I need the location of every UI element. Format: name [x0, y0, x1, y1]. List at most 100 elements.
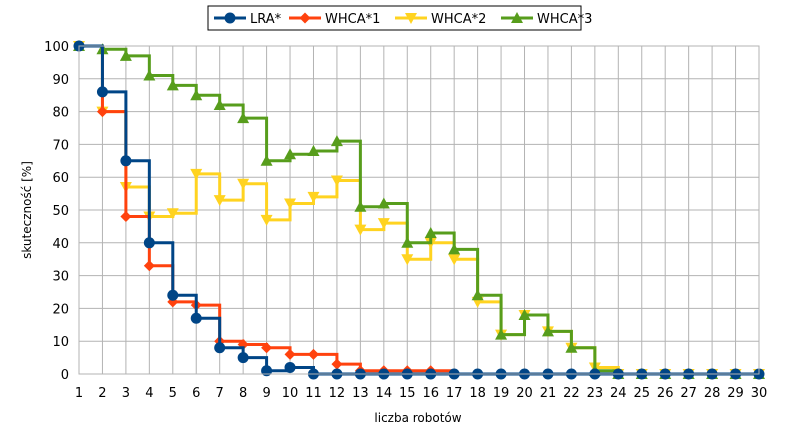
data-point: [354, 200, 367, 212]
x-tick-label: 10: [282, 386, 299, 401]
data-point: [401, 236, 414, 248]
data-point: [190, 168, 203, 180]
axes: [78, 45, 760, 375]
x-tick-label: 15: [399, 386, 416, 401]
series-whca-3: [73, 40, 765, 379]
x-tick-label: 3: [122, 386, 130, 401]
data-point: [214, 342, 226, 354]
y-tick-label: 10: [52, 335, 69, 350]
y-tick-label: 30: [52, 270, 69, 285]
y-tick-label: 100: [44, 40, 69, 55]
x-tick-label: 20: [516, 386, 533, 401]
y-tick-label: 20: [52, 302, 69, 317]
data-point: [331, 358, 343, 370]
x-tick-label: 30: [751, 386, 768, 401]
legend: LRA* WHCA*1 WHCA*2 WHCA*3: [207, 5, 592, 31]
data-point: [260, 214, 273, 226]
x-tick-label: 29: [727, 386, 744, 401]
data-point: [284, 148, 297, 160]
data-point: [261, 342, 273, 354]
x-tick-label: 26: [657, 386, 674, 401]
x-tick-label: 22: [563, 386, 580, 401]
y-tick-label: 70: [52, 138, 69, 153]
y-tick-label: 60: [52, 171, 69, 186]
data-point: [284, 198, 297, 210]
y-tick-label: 50: [52, 204, 69, 219]
data-point: [237, 178, 250, 190]
legend-label: WHCA*2: [431, 12, 486, 27]
x-tick-label: 25: [633, 386, 650, 401]
y-axis-title: skuteczność [%]: [20, 161, 34, 259]
data-point: [377, 218, 390, 230]
data-point: [260, 154, 273, 166]
y-tick-label: 40: [52, 237, 69, 252]
legend-label: WHCA*3: [537, 12, 592, 27]
data-point: [307, 191, 320, 203]
data-point: [190, 89, 203, 101]
data-point: [307, 348, 319, 360]
legend-marker: [511, 12, 523, 23]
legend-label: WHCA*1: [325, 12, 380, 27]
data-point: [143, 237, 155, 249]
x-tick-label: 1: [75, 386, 83, 401]
tick-labels: 1 2 3 4 5 6 7 8 9 10 11 12 13 14 15 16 17 18 19 20 21 22 23 24 2…: [44, 40, 767, 401]
data-point: [518, 308, 531, 320]
data-point: [166, 79, 179, 91]
data-point: [190, 312, 202, 324]
data-point: [237, 112, 250, 124]
y-tick-label: 90: [52, 73, 69, 88]
x-tick-label: 12: [329, 386, 346, 401]
x-tick-label: 2: [98, 386, 106, 401]
legend-marker: [405, 13, 417, 24]
x-tick-label: 19: [493, 386, 510, 401]
plot-frame: [78, 45, 760, 375]
data-point: [401, 254, 414, 266]
data-point: [167, 289, 179, 301]
data-point: [120, 211, 132, 223]
x-tick-label: 23: [587, 386, 604, 401]
legend-item: WHCA*2: [395, 12, 486, 27]
data-point: [213, 99, 226, 111]
data-point: [143, 69, 156, 81]
x-tick-label: 7: [216, 386, 224, 401]
legend-item: WHCA*3: [501, 12, 592, 27]
data-point: [448, 254, 461, 266]
x-tick-label: 6: [192, 386, 200, 401]
legend-marker: [299, 12, 311, 24]
x-tick-label: 9: [262, 386, 270, 401]
x-tick-label: 18: [469, 386, 486, 401]
data-point: [565, 341, 578, 353]
x-tick-label: 8: [239, 386, 247, 401]
data-point: [377, 197, 390, 209]
x-tick-label: 28: [704, 386, 721, 401]
x-tick-label: 5: [169, 386, 177, 401]
data-point: [284, 348, 296, 360]
x-tick-label: 13: [352, 386, 369, 401]
data-point: [307, 144, 320, 156]
data-point: [166, 208, 179, 220]
legend-item: LRA*: [214, 12, 282, 27]
x-tick-label: 17: [446, 386, 463, 401]
data-point: [96, 86, 108, 98]
data-point: [541, 325, 554, 337]
data-point: [261, 365, 273, 377]
x-axis-title: liczba robotów: [374, 411, 461, 425]
data-point: [354, 224, 367, 236]
data-point: [471, 289, 484, 301]
data-point: [330, 175, 343, 187]
legend-marker: [224, 12, 236, 24]
data-point: [424, 226, 437, 238]
x-tick-label: 14: [376, 386, 393, 401]
x-tick-label: 16: [422, 386, 439, 401]
x-tick-label: 11: [305, 386, 322, 401]
data-point: [448, 243, 461, 255]
gridlines: [78, 45, 760, 375]
data-point: [120, 155, 132, 167]
data-point: [284, 361, 296, 373]
series-lra-: [73, 40, 765, 380]
data-point: [330, 135, 343, 147]
x-tick-label: 27: [680, 386, 697, 401]
legend-label: LRA*: [250, 12, 282, 27]
data-point: [119, 49, 132, 61]
